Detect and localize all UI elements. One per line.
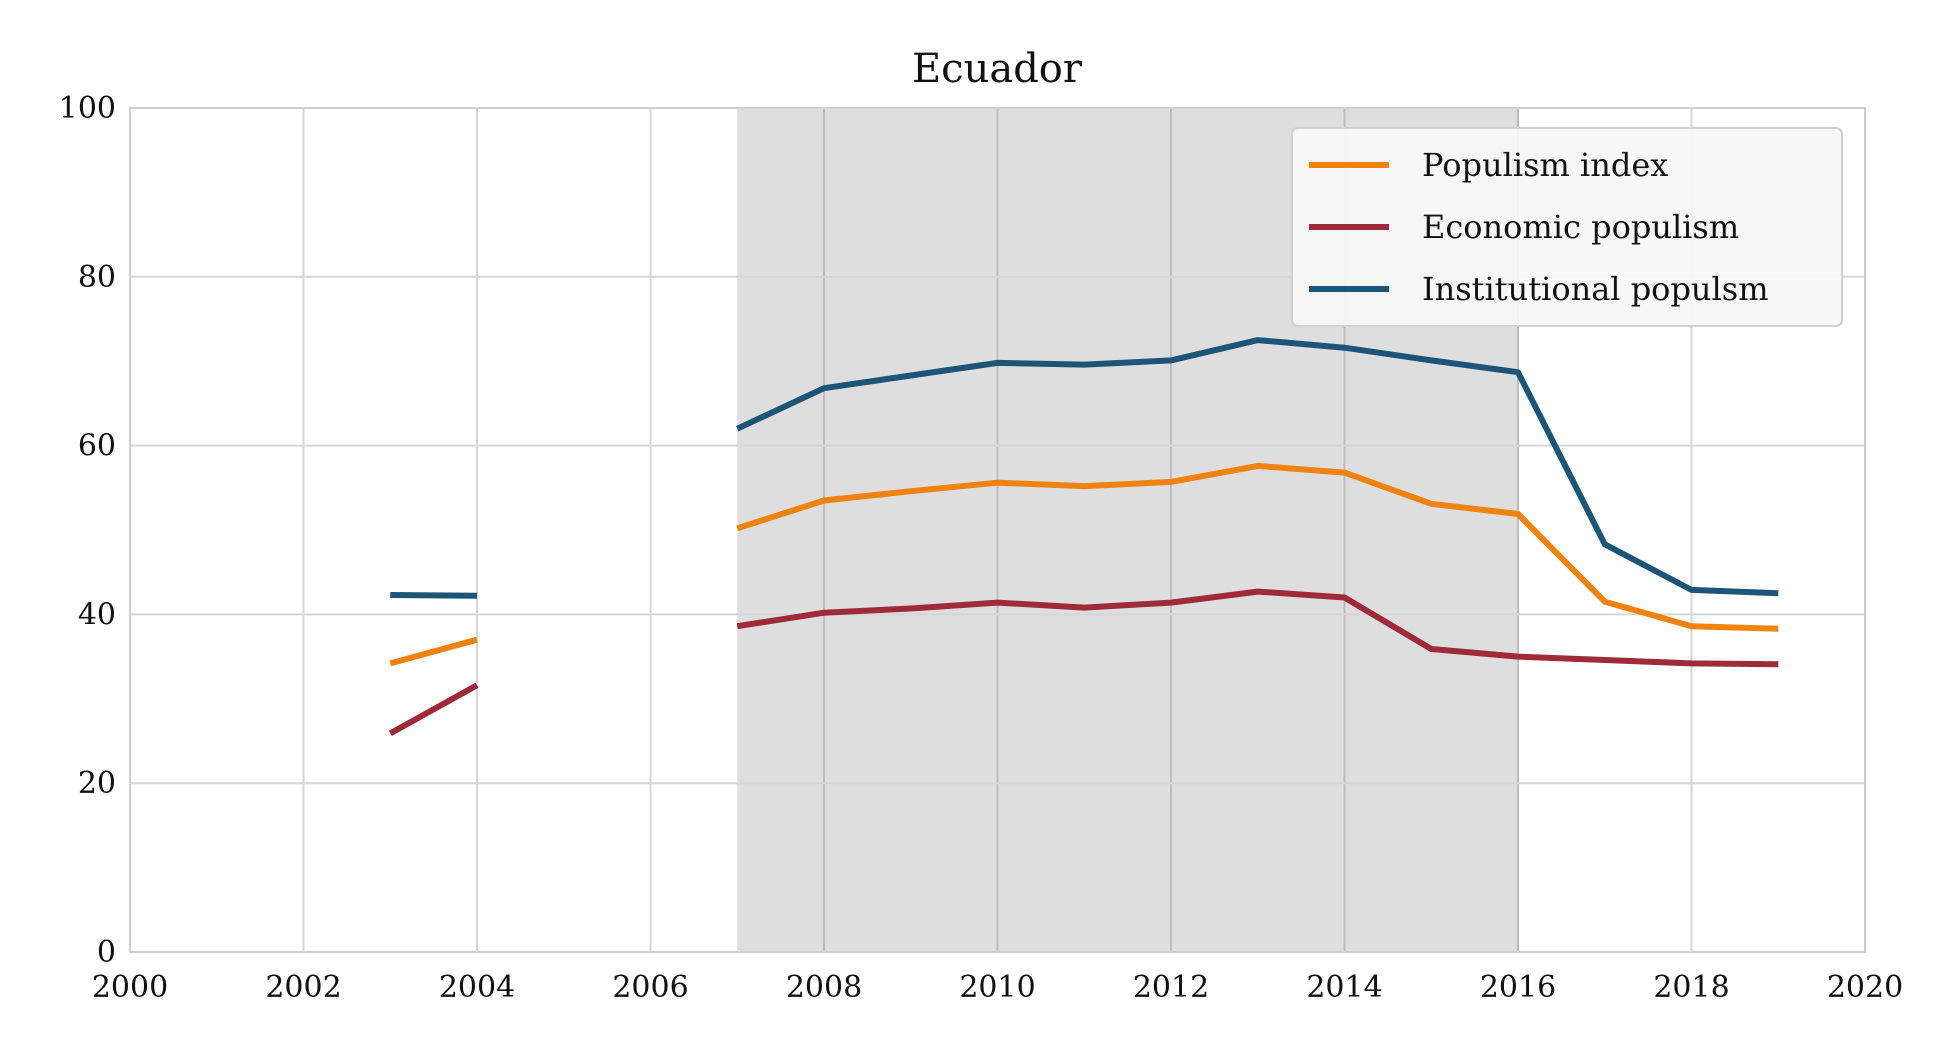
chart-title: Ecuador [912,46,1083,92]
series-line-0-segment-1 [736,462,1779,632]
y-tick-label: 80 [78,260,116,295]
x-tick-label: 2016 [1480,970,1556,1005]
x-tick-label: 2000 [92,970,168,1005]
x-tick-label: 2006 [612,970,688,1005]
x-tick-label: 2004 [439,970,515,1005]
series-line-1-segment-1 [736,588,1779,668]
legend: Populism index Economic populism Instituti… [1291,127,1843,327]
series-line-0-segment-0 [389,636,478,667]
y-tick-label: 100 [59,91,116,126]
x-tick-label: 2008 [786,970,862,1005]
legend-label-2: Institutional populsm [1422,270,1769,308]
y-tick-label: 60 [78,429,116,464]
series-line-1-segment-0 [388,682,479,737]
legend-box [1291,127,1843,327]
x-tick-label: 2002 [265,970,341,1005]
y-tick-label: 20 [78,766,116,801]
x-tick-label: 2020 [1827,970,1903,1005]
x-tick-label: 2018 [1653,970,1729,1005]
y-tick-label: 0 [97,935,116,970]
series-line-2-segment-1 [736,337,1779,597]
plot-frame [129,107,1866,953]
x-tick-label: 2012 [1133,970,1209,1005]
x-tick-label: 2010 [959,970,1035,1005]
x-tick-label: 2014 [1306,970,1382,1005]
series-line-2-segment-0 [390,592,478,599]
legend-label-0: Populism index [1422,146,1668,184]
legend-label-1: Economic populism [1422,208,1739,246]
y-tick-label: 40 [78,597,116,632]
